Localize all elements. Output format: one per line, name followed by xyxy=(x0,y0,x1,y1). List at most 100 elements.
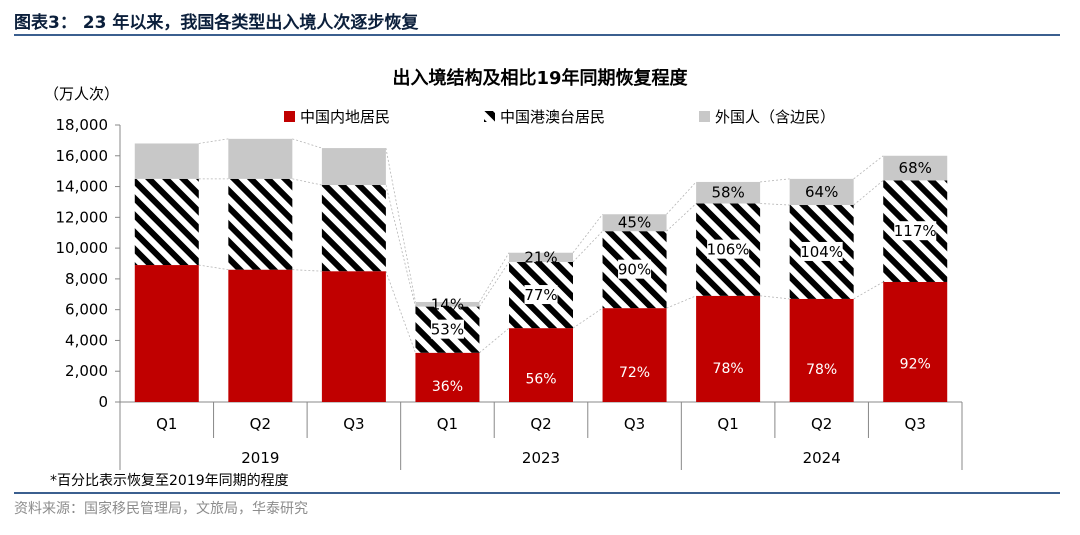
data-label-backing xyxy=(524,285,558,305)
data-label-backing xyxy=(707,239,750,259)
data-label: 104% xyxy=(800,243,843,261)
y-tick-label: 14,000 xyxy=(56,178,109,196)
bar-segment-3 xyxy=(228,138,293,179)
bar-segment-1 xyxy=(602,308,667,402)
series-connector xyxy=(385,148,416,303)
legend-label-1: 中国内地居民 xyxy=(300,108,390,126)
data-label-backing xyxy=(618,259,652,279)
data-label: 68% xyxy=(899,159,932,177)
data-label: 106% xyxy=(707,241,750,259)
series-connector xyxy=(479,327,510,354)
unit-label: （万人次） xyxy=(44,85,119,103)
footer-rule xyxy=(14,492,1060,494)
legend-swatch-1 xyxy=(284,111,295,122)
bar-segment-3 xyxy=(134,143,199,179)
series-connector xyxy=(292,178,322,186)
y-tick-label: 10,000 xyxy=(56,239,109,257)
series-connector xyxy=(292,138,323,149)
y-tick-label: 8,000 xyxy=(65,270,108,288)
y-tick-label: 12,000 xyxy=(56,208,109,226)
bar-segment-2 xyxy=(228,178,293,270)
series-connector xyxy=(666,203,697,232)
x-tick-label: Q2 xyxy=(530,415,551,433)
data-label-backing xyxy=(430,319,464,339)
legend-label-2: 中国港澳台居民 xyxy=(500,108,605,126)
bar-segment-3 xyxy=(509,252,573,262)
series-connector xyxy=(198,264,229,271)
x-tick-label: Q3 xyxy=(624,415,645,433)
series-connector xyxy=(760,295,790,300)
bar-segment-1 xyxy=(134,265,199,402)
bar-segment-3 xyxy=(789,178,854,206)
x-tick-label: Q1 xyxy=(437,415,458,433)
data-label-backing xyxy=(800,241,843,261)
data-label: 77% xyxy=(524,286,557,304)
data-label: 92% xyxy=(900,357,931,373)
bar-segment-3 xyxy=(415,301,480,307)
group-label: 2024 xyxy=(803,449,841,467)
series-connector xyxy=(198,138,229,144)
series-connector xyxy=(292,269,322,272)
figure-header: 图表3： 23 年以来，我国各类型出入境人次逐步恢复 xyxy=(14,13,419,33)
data-label: 36% xyxy=(432,379,463,395)
stacked-bar-chart: 出入境结构及相比19年同期恢复程度 （万人次） 中国内地居民 中国港澳台居民 外国人（含… xyxy=(44,67,963,470)
x-tick-label: Q1 xyxy=(156,415,177,433)
series-connector xyxy=(479,252,510,303)
y-tick-label: 4,000 xyxy=(65,331,108,349)
bar-segment-1 xyxy=(321,271,386,402)
bar-segment-1 xyxy=(789,298,854,402)
bar-segment-1 xyxy=(228,269,293,402)
bar-segment-1 xyxy=(696,295,761,402)
y-tick-label: 16,000 xyxy=(56,147,109,165)
series-connector xyxy=(385,184,416,307)
y-tick-label: 0 xyxy=(98,393,108,411)
bar-segment-3 xyxy=(696,181,761,204)
group-label: 2019 xyxy=(241,449,279,467)
data-label: 90% xyxy=(618,261,651,279)
bar-segment-1 xyxy=(509,328,573,402)
series-connector xyxy=(760,203,790,206)
series-connector xyxy=(853,155,884,180)
bar-segment-1 xyxy=(883,281,948,402)
series-connector xyxy=(572,307,603,329)
series-connector xyxy=(666,295,697,309)
series-connector xyxy=(760,178,790,183)
x-tick-label: Q2 xyxy=(250,415,271,433)
data-label: 72% xyxy=(619,365,650,381)
bar-segment-2 xyxy=(321,185,386,272)
data-label: 78% xyxy=(806,362,837,378)
series-connector xyxy=(479,261,510,307)
y-tick-label: 2,000 xyxy=(65,362,108,380)
x-tick-label: Q3 xyxy=(905,415,926,433)
y-tick-label: 18,000 xyxy=(56,116,109,134)
x-tick-label: Q3 xyxy=(343,415,364,433)
data-label: 58% xyxy=(711,184,744,202)
legend-label-3: 外国人（含边民） xyxy=(715,108,835,126)
data-label: 117% xyxy=(894,222,937,240)
series-connector xyxy=(853,281,884,300)
chart-title: 出入境结构及相比19年同期恢复程度 xyxy=(392,67,688,89)
legend-swatch-3 xyxy=(699,111,710,122)
bar-segment-3 xyxy=(883,155,948,181)
bar-segment-2 xyxy=(134,178,199,266)
data-label: 14% xyxy=(431,295,464,313)
x-tick-label: Q2 xyxy=(811,415,832,433)
bar-segment-1 xyxy=(415,352,480,402)
series-connector xyxy=(572,214,603,253)
group-label: 2023 xyxy=(522,449,560,467)
data-label: 53% xyxy=(431,321,464,339)
bar-segment-3 xyxy=(602,214,667,232)
series-connector xyxy=(385,271,416,353)
data-label: 78% xyxy=(713,361,744,377)
data-label: 64% xyxy=(805,183,838,201)
data-label: 56% xyxy=(525,371,556,387)
header-rule xyxy=(14,34,1060,36)
series-connector xyxy=(666,181,697,215)
y-tick-label: 6,000 xyxy=(65,301,108,319)
chart-footnote: *百分比表示恢复至2019年同期的程度 xyxy=(50,473,289,489)
legend-swatch-2 xyxy=(484,111,495,122)
series-connector xyxy=(853,180,884,206)
data-label: 45% xyxy=(618,214,651,232)
series-connector xyxy=(572,230,603,263)
source-note: 资料来源：国家移民管理局，文旅局，华泰研究 xyxy=(14,501,308,517)
